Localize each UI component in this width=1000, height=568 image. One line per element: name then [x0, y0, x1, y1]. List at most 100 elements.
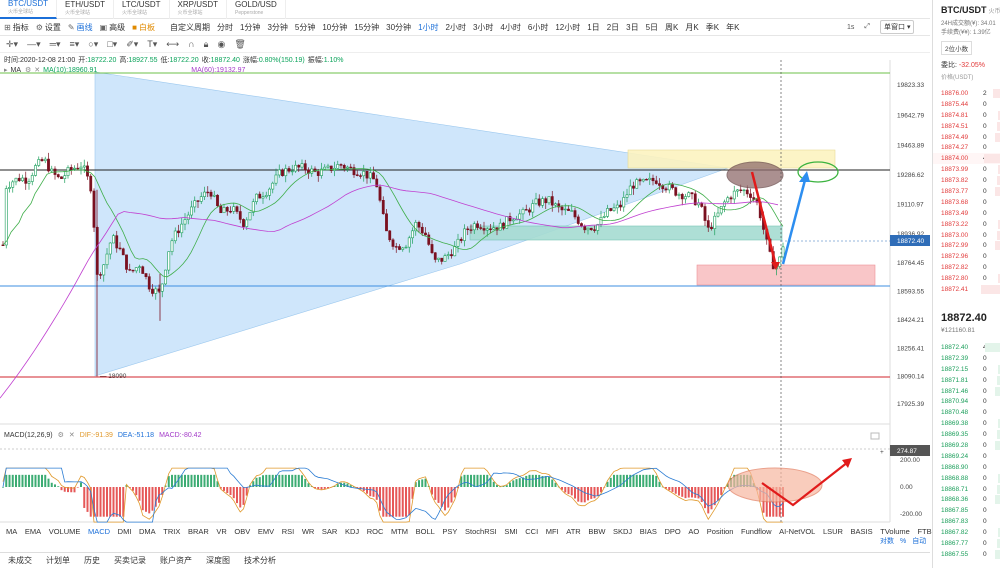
macd-ellipse[interactable] [727, 467, 823, 503]
bid-row[interactable]: 18867.77 0 [933, 538, 1000, 549]
ma-legend[interactable]: ▸ MA ⚙ ✕ MA(10):18960.91 MA(60):19132.97 [4, 66, 245, 75]
ask-row[interactable]: 18872.96 0 [933, 251, 1000, 262]
ruler-tool-icon[interactable]: ⟷ [166, 38, 180, 49]
add-pane-icon[interactable]: + [880, 449, 884, 456]
period-button[interactable]: 1日 [587, 22, 600, 32]
indicator-tab[interactable]: FTBS [917, 526, 937, 536]
indicator-tab[interactable]: EMA [24, 526, 42, 536]
trash-icon[interactable]: 🗑︎ [234, 38, 246, 49]
indicator-tab[interactable]: DPO [664, 526, 681, 536]
bid-row[interactable]: 18869.24 0 [933, 451, 1000, 462]
period-button[interactable]: 年K [726, 22, 740, 32]
indicator-tab[interactable]: OBV [234, 526, 251, 536]
lock-icon[interactable]: 🔒︎ [203, 38, 209, 49]
indicator-tab[interactable]: EMV [257, 526, 275, 536]
legend-close-icon[interactable]: ✕ [34, 67, 41, 74]
period-button[interactable]: 30分钟 [386, 22, 412, 32]
brush-tool-icon[interactable]: ✐▾ [126, 38, 139, 49]
indicator-tab[interactable]: CCI [525, 526, 539, 536]
whiteboard-button[interactable]: ■ 白板 [132, 22, 155, 32]
eye-icon[interactable]: ▸ [4, 67, 8, 74]
period-button[interactable]: 1小时 [418, 22, 439, 32]
eye-icon[interactable]: ◉ [217, 38, 226, 49]
bid-row[interactable]: 18868.90 0 [933, 462, 1000, 473]
bid-row[interactable]: 18867.83 0 [933, 516, 1000, 527]
window-select[interactable]: 单窗口 ▾ [880, 20, 915, 34]
pane-maximize-icon[interactable] [870, 432, 880, 440]
indicator-tab[interactable]: BASIS [850, 526, 873, 536]
bid-row[interactable]: 18869.38 0 [933, 418, 1000, 429]
symbol-tab[interactable]: GOLD/USD Pepperstone [227, 0, 286, 19]
axis-toggle[interactable]: % [900, 538, 907, 545]
indicator-tab[interactable]: MFI [545, 526, 559, 536]
bid-row[interactable]: 18868.88 0 [933, 473, 1000, 484]
bid-row[interactable]: 18869.35 0 [933, 429, 1000, 440]
ask-row[interactable]: 18874.81 0 [933, 110, 1000, 121]
demand-zone[interactable] [696, 264, 876, 286]
period-button[interactable]: 3小时 [472, 22, 494, 32]
ask-row[interactable]: 18874.49 0 [933, 132, 1000, 143]
legend-close-icon[interactable]: ✕ [68, 432, 75, 439]
indicator-tab[interactable]: SAR [321, 526, 338, 536]
ask-row[interactable]: 18872.99 0 [933, 240, 1000, 251]
indicator-tab[interactable]: TVolume [880, 526, 910, 536]
axis-toggle[interactable]: 自动 [912, 538, 927, 545]
indicator-tab[interactable]: BOLL [415, 526, 435, 536]
bid-row[interactable]: 18868.71 0 [933, 484, 1000, 495]
symbol-tab[interactable]: LTC/USDT 火币全球站 [114, 0, 170, 19]
bid-row[interactable]: 18872.15 0 [933, 364, 1000, 375]
indicator-tab[interactable]: ROC [366, 526, 384, 536]
period-button[interactable]: 周K [665, 22, 679, 32]
bid-row[interactable]: 18871.46 0 [933, 386, 1000, 397]
indicator-button[interactable]: ⊞ 指标 [4, 22, 29, 32]
custom-period-button[interactable]: 自定义周期 [169, 22, 210, 32]
indicator-tab[interactable]: VR [216, 526, 227, 536]
ask-row[interactable]: 18873.22 0 [933, 219, 1000, 230]
indicator-tab[interactable]: MACD [87, 526, 111, 536]
symbol-tab[interactable]: BTC/USDT 火币全球站 [0, 0, 57, 19]
ask-row[interactable]: 18873.82 0 [933, 175, 1000, 186]
bottom-tab[interactable]: 技术分析 [244, 556, 276, 565]
bid-row[interactable]: 18870.48 0 [933, 407, 1000, 418]
indicator-tab[interactable]: ATR [566, 526, 581, 536]
decimal-select[interactable]: 2位小数 [941, 41, 973, 55]
axis-toggle[interactable]: 对数 [880, 538, 894, 545]
ask-row[interactable]: 18872.82 0 [933, 262, 1000, 273]
bid-row[interactable]: 18870.94 0 [933, 396, 1000, 407]
period-button[interactable]: 4小时 [500, 22, 521, 32]
indicator-tab[interactable]: BRAR [187, 526, 209, 536]
period-button[interactable]: 10分钟 [322, 22, 348, 32]
ask-row[interactable]: 18875.44 0 [933, 99, 1000, 110]
chart-canvas[interactable]: — 18090 19823.33 19642.79 19463.89 19286.62 1… [0, 53, 930, 523]
period-button[interactable]: 12小时 [555, 22, 581, 32]
bottom-tab[interactable]: 买卖记录 [114, 556, 146, 565]
indicator-tab[interactable]: KDJ [344, 526, 360, 536]
macd-arrow[interactable] [761, 461, 849, 507]
bid-row[interactable]: 18868.36 0 [933, 494, 1000, 505]
text-tool-icon[interactable]: T▾ [147, 38, 158, 49]
rect-tool-icon[interactable]: □▾ [107, 38, 118, 49]
crosshair-tool-icon[interactable]: ✛▾ [6, 38, 19, 49]
ask-row[interactable]: 18873.99 0 [933, 164, 1000, 175]
indicator-tab[interactable]: MTM [390, 526, 409, 536]
bottom-tab[interactable]: 未成交 [8, 556, 32, 565]
indicator-tab[interactable]: MA [6, 526, 18, 536]
indicator-tab[interactable]: SKDJ [613, 526, 633, 536]
bottom-tab[interactable]: 深度图 [206, 556, 230, 565]
bid-row[interactable]: 18871.81 0 [933, 375, 1000, 386]
period-button[interactable]: 分时 [216, 22, 233, 32]
indicator-tab[interactable]: VOLUME [48, 526, 81, 536]
shape-tool-icon[interactable]: ○▾ [88, 38, 99, 49]
indicator-tab[interactable]: BBW [588, 526, 606, 536]
ask-row[interactable]: 18873.68 0 [933, 197, 1000, 208]
indicator-tab[interactable]: DMA [139, 526, 156, 536]
line-tool-icon[interactable]: —▾ [27, 38, 41, 49]
down-arrow[interactable] [750, 171, 777, 263]
ask-row[interactable]: 18872.415 [933, 284, 1000, 295]
period-button[interactable]: 5分钟 [294, 22, 316, 32]
period-button[interactable]: 6小时 [527, 22, 549, 32]
bottom-tab[interactable]: 账户资产 [160, 556, 192, 565]
period-button[interactable]: 月K [685, 22, 699, 32]
period-button[interactable]: 3分钟 [267, 22, 288, 32]
ask-row[interactable]: 18872.80 0 [933, 273, 1000, 284]
